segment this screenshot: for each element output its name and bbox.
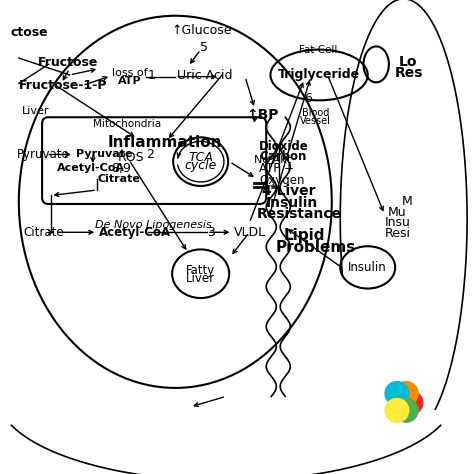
Text: Insulin: Insulin xyxy=(266,196,319,210)
Text: Fructose: Fructose xyxy=(38,56,98,69)
Text: Triglyceride: Triglyceride xyxy=(278,68,360,82)
Text: Acetyl-CoA: Acetyl-CoA xyxy=(99,226,171,239)
Text: 4 Liver: 4 Liver xyxy=(262,184,316,198)
Text: Lo: Lo xyxy=(399,55,417,69)
Text: Pyruvate: Pyruvate xyxy=(17,148,70,161)
Text: Fructose-1-P: Fructose-1-P xyxy=(19,79,107,92)
Text: Vessel: Vessel xyxy=(300,117,331,127)
Text: 8,9: 8,9 xyxy=(111,163,131,175)
Text: Oxygen: Oxygen xyxy=(259,174,304,187)
Text: Citrate: Citrate xyxy=(97,173,140,183)
Text: Insulin: Insulin xyxy=(348,261,387,274)
Circle shape xyxy=(394,382,418,405)
Text: Carbon: Carbon xyxy=(259,150,306,163)
Text: Acetyl-CoA: Acetyl-CoA xyxy=(57,163,125,173)
Text: Mitochondria: Mitochondria xyxy=(92,118,161,128)
Circle shape xyxy=(394,399,418,422)
Text: ↑Glucose: ↑Glucose xyxy=(171,24,232,37)
Text: loss of: loss of xyxy=(112,68,147,78)
Text: 2: 2 xyxy=(146,148,154,161)
Text: Resi: Resi xyxy=(384,227,410,240)
Circle shape xyxy=(390,391,413,415)
Text: cycle: cycle xyxy=(184,159,217,173)
Text: De Novo Lipogenesis: De Novo Lipogenesis xyxy=(95,220,212,230)
Text: M: M xyxy=(401,195,412,209)
Text: Liver: Liver xyxy=(186,272,215,285)
Text: Resistance: Resistance xyxy=(256,207,342,221)
Text: Citrate: Citrate xyxy=(23,226,64,239)
Text: Pyruvate: Pyruvate xyxy=(76,149,132,159)
Text: No Akt: No Akt xyxy=(254,155,291,164)
Text: Lipid: Lipid xyxy=(283,228,325,243)
Text: ctose: ctose xyxy=(10,26,48,39)
Circle shape xyxy=(399,391,423,415)
Text: ATP: ATP xyxy=(118,76,142,86)
Text: Blood: Blood xyxy=(302,108,329,118)
Text: Fat Cell: Fat Cell xyxy=(299,45,337,55)
Text: ROS: ROS xyxy=(118,151,145,164)
Text: Dioxide: Dioxide xyxy=(259,139,309,153)
Text: 3: 3 xyxy=(207,226,215,239)
Text: 1: 1 xyxy=(148,69,155,82)
Text: Mu: Mu xyxy=(388,206,406,219)
Text: Fatty: Fatty xyxy=(186,264,215,277)
Text: 6: 6 xyxy=(304,92,312,105)
Text: ↑BP: ↑BP xyxy=(246,108,279,122)
Text: Inflammation: Inflammation xyxy=(108,135,222,150)
Circle shape xyxy=(385,382,409,405)
Text: Uric Acid: Uric Acid xyxy=(177,69,233,82)
Circle shape xyxy=(385,399,409,422)
Text: ATP +: ATP + xyxy=(259,163,294,175)
Text: Res: Res xyxy=(395,66,424,80)
Text: Problems: Problems xyxy=(275,240,356,255)
Text: TCA: TCA xyxy=(188,151,213,164)
Text: Insu: Insu xyxy=(384,217,410,229)
Text: 5: 5 xyxy=(200,41,208,54)
Text: Liver: Liver xyxy=(22,106,50,116)
Text: VLDL: VLDL xyxy=(234,226,266,239)
